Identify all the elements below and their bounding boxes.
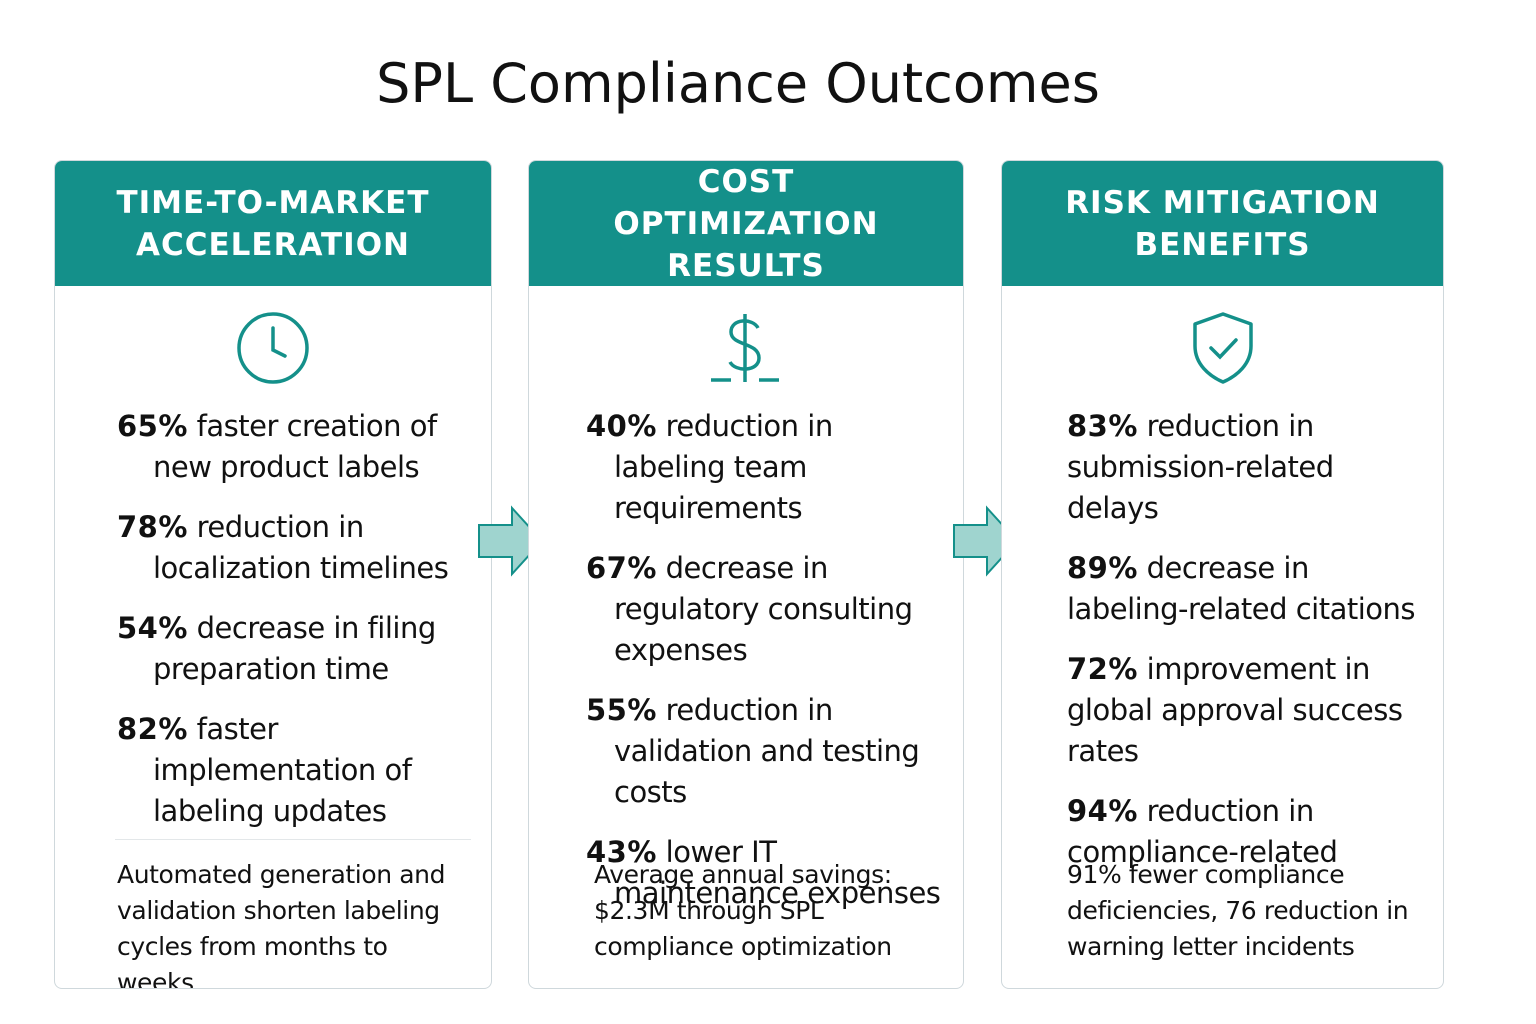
item-text: lower IT maintenance expenses: [614, 835, 941, 910]
stat: 43%: [586, 835, 657, 869]
item: 54% decrease in filing preparation time: [117, 608, 471, 690]
item-text: decrease in labeling-related citations: [1067, 551, 1416, 626]
item-list: 65% faster creation of new product label…: [117, 406, 471, 851]
item: 94% reduction in compliance-related: [1067, 791, 1423, 873]
item-text: reduction in submission-related delays: [1067, 409, 1334, 525]
item: 72% improvement in global approval succe…: [1067, 649, 1423, 772]
panel: RISK MITIGATION BENEFITS 83% reduction i…: [1001, 160, 1444, 989]
item: 40% reduction in labeling team requireme…: [586, 406, 943, 529]
item: 83% reduction in submission-related dela…: [1067, 406, 1423, 529]
stat: 82%: [117, 712, 188, 746]
title: SPL Compliance Outcomes: [376, 52, 1100, 115]
dollar-icon: [711, 314, 779, 382]
item: 78% reduction in localization timelines: [117, 507, 471, 589]
panel: COST OPTIMIZATION RESULTS 40% reduction …: [528, 160, 964, 989]
stat: 89%: [1067, 551, 1138, 585]
shield-icon: [1192, 312, 1253, 384]
item-text: reduction in validation and testing cost…: [614, 693, 920, 809]
item-text: faster implementation of labeling update…: [153, 712, 412, 828]
item-text: decrease in filing preparation time: [153, 611, 436, 686]
item-text: reduction in localization timelines: [153, 510, 449, 585]
note: Automated generation and validation shor…: [117, 860, 446, 989]
item-text: faster creation of new product labels: [153, 409, 437, 484]
stat: 67%: [586, 551, 657, 585]
stat: 65%: [117, 409, 188, 443]
panel: TIME-TO-MARKET ACCELERATION 65% faster c…: [54, 160, 492, 989]
item-list: 83% reduction in submission-related dela…: [1067, 406, 1423, 892]
item-text: decrease in regulatory consulting expens…: [614, 551, 913, 667]
separator: [115, 839, 471, 840]
item: 65% faster creation of new product label…: [117, 406, 471, 488]
clock-icon: [237, 312, 309, 384]
panel-header: COST OPTIMIZATION RESULTS: [529, 161, 963, 286]
stat: 72%: [1067, 652, 1138, 686]
item: 89% decrease in labeling-related citatio…: [1067, 548, 1423, 630]
note: Average annual savings: $2.3M through SP…: [594, 860, 892, 961]
item-list: 40% reduction in labeling team requireme…: [586, 406, 943, 933]
item-text: improvement in global approval success r…: [1067, 652, 1403, 768]
stat: 78%: [117, 510, 188, 544]
stat: 83%: [1067, 409, 1138, 443]
item: 67% decrease in regulatory consulting ex…: [586, 548, 943, 671]
arrow: [478, 505, 544, 577]
item-text: reduction in labeling team requirements: [614, 409, 833, 525]
note: 91% fewer compliance deficiencies, 76 re…: [1067, 860, 1409, 961]
stat: 94%: [1067, 794, 1138, 828]
stat: 40%: [586, 409, 657, 443]
item: 82% faster implementation of labeling up…: [117, 709, 471, 832]
panel-header: TIME-TO-MARKET ACCELERATION: [55, 161, 491, 286]
panel-header: RISK MITIGATION BENEFITS: [1002, 161, 1443, 286]
stat: 55%: [586, 693, 657, 727]
stat: 54%: [117, 611, 188, 645]
item: 43% lower IT maintenance expenses: [586, 832, 943, 914]
item: 55% reduction in validation and testing …: [586, 690, 943, 813]
item-text: reduction in compliance-related: [1067, 794, 1338, 869]
